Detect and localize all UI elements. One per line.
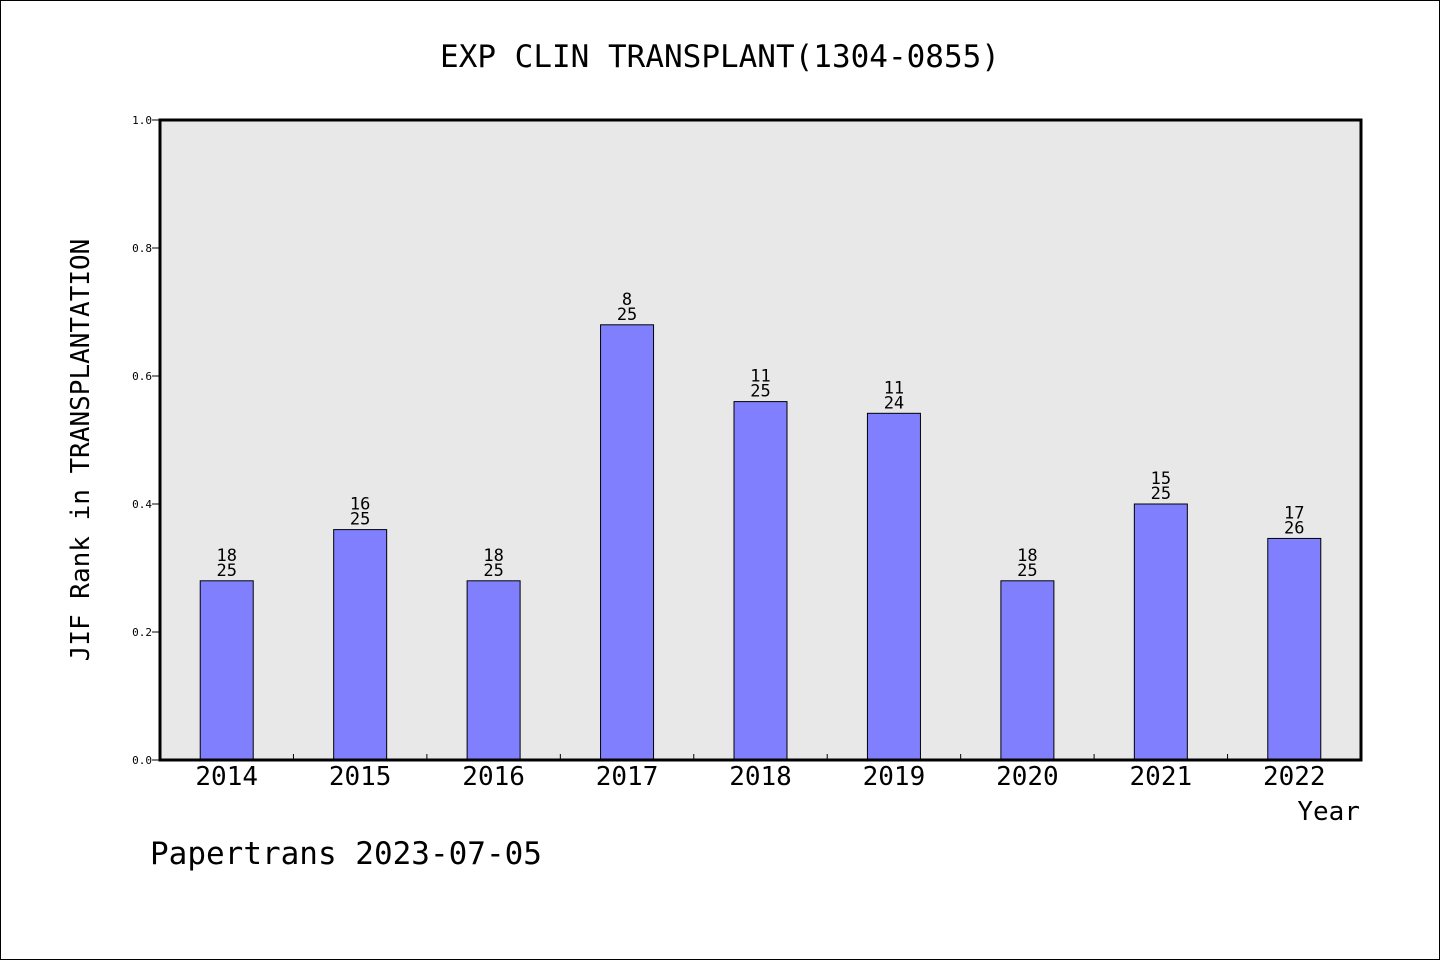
bar-rank-label: 11 [750,367,770,387]
bar-rank-label: 18 [483,546,503,566]
bar-2020 [1000,580,1055,761]
bar-2016 [466,580,521,761]
y-axis: 0.0 0.2 0.4 0.6 0.8 1.0 [132,114,160,767]
bar-rank-label: 11 [884,378,904,398]
x-tick-label: 2019 [863,762,926,792]
x-tick-label: 2020 [996,762,1059,792]
bar-2014 [199,580,254,761]
bar-2019 [866,412,921,761]
footer-text: Papertrans 2023-07-05 [150,836,542,872]
bar-rank-label: 18 [1017,546,1037,566]
bar-total-label: 26 [1284,518,1304,538]
bar-total-label: 25 [350,510,370,530]
x-tick-label: 2022 [1263,762,1326,792]
bar-2015 [333,529,388,761]
x-tick-label: 2021 [1130,762,1193,792]
bar-rank-label: 17 [1284,503,1304,523]
bar-rank-label: 15 [1151,469,1171,489]
y-axis-label: JIF Rank in TRANSPLANTATION [66,239,96,662]
bar-rank-label: 16 [350,495,370,515]
chart-title: EXP CLIN TRANSPLANT(1304-0855) [440,39,1000,75]
bar-total-label: 25 [1151,484,1171,504]
x-tick-label: 2015 [329,762,392,792]
bar-total-label: 25 [483,561,503,581]
plot-frame [158,118,1363,762]
bar-2022 [1267,537,1322,761]
y-tick-label: 0.4 [132,498,152,511]
bars [199,324,1322,761]
bar-total-label: 25 [216,561,236,581]
y-tick-label: 0.0 [132,754,152,767]
bar-2021 [1133,503,1188,761]
y-tick-label: 0.6 [132,370,152,383]
bar-total-label: 25 [750,382,770,402]
y-tick-label: 0.8 [132,242,152,255]
y-tick-label: 0.2 [132,626,152,639]
bar-rank-label: 18 [216,546,236,566]
x-tick-label: 2017 [596,762,659,792]
x-tick-label: 2016 [462,762,525,792]
bar-total-label: 25 [1017,561,1037,581]
bar-2017 [600,324,655,761]
bar-total-label: 24 [884,393,904,413]
y-tick-label: 1.0 [132,114,152,127]
x-tick-label: 2014 [195,762,258,792]
x-tick-label: 2018 [729,762,792,792]
x-axis: 2014 2015 2016 2017 2018 2019 2020 2021 2022 [195,754,1326,792]
bar-2018 [733,401,788,761]
bar-total-label: 25 [617,305,637,325]
x-axis-label: Year [1297,797,1360,827]
bar-rank-label: 8 [622,290,632,310]
